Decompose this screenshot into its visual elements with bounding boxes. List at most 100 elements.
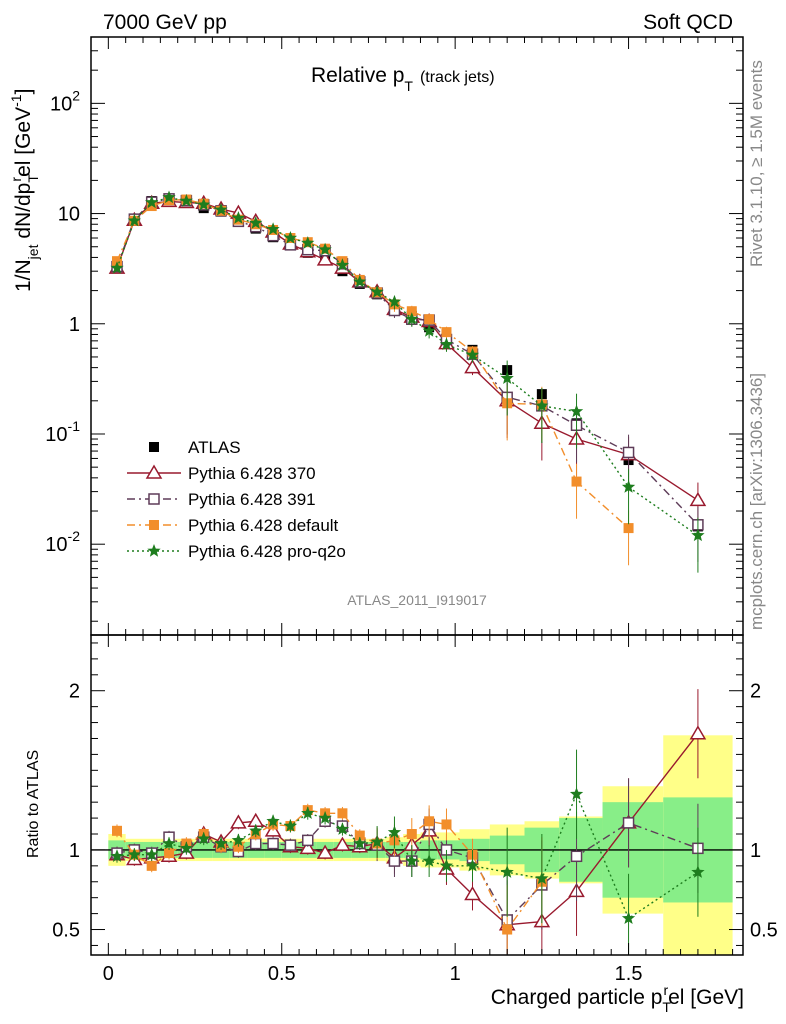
- ratio-point: [570, 850, 583, 863]
- legend-marker: [149, 520, 159, 530]
- data-point: [145, 195, 159, 209]
- ylabel-part-b: dN/dp: [12, 183, 35, 245]
- category-label: Soft QCD: [643, 11, 733, 34]
- ratio-point: [302, 834, 314, 847]
- legend-entry: Pythia 6.428 370: [127, 464, 316, 483]
- data-point: [231, 211, 246, 224]
- ratio-point: [441, 819, 452, 830]
- ratio-point: [318, 811, 332, 824]
- rivet-label: Rivet 3.1.10, ≥ 1.5M events: [747, 60, 766, 267]
- main-panel-series: [108, 190, 707, 573]
- xlabel-sub-t: T: [662, 999, 671, 1015]
- ratio-panel-ticks: 0.5 0.5 1 1 2 2 0 0.5 1 1.5: [52, 635, 778, 985]
- data-point: [318, 242, 332, 256]
- ratio-point: [230, 814, 247, 829]
- ratio-point: [622, 817, 635, 829]
- data-point: [424, 314, 435, 325]
- ratio-point: [569, 787, 584, 800]
- main-panel-ticks: 10-2 10-1 1 10 102: [45, 36, 743, 635]
- ratio-point: [535, 871, 549, 885]
- xlabel-sup-r: r: [663, 982, 668, 998]
- main-title-note: (track jets): [420, 69, 495, 86]
- data-point: [249, 216, 263, 229]
- ratio-series-pythia-6-428-pro-q2o: [110, 749, 705, 954]
- ratio-point: [691, 865, 705, 878]
- x-tick-label: 0.5: [268, 963, 296, 985]
- data-point: [623, 523, 634, 534]
- ratio-panel-frame: [90, 634, 744, 956]
- data-point: [571, 476, 582, 487]
- series-line: [116, 196, 699, 537]
- y-tick-label: 10-2: [45, 528, 80, 556]
- data-point: [387, 294, 402, 308]
- legend-marker: [148, 493, 160, 505]
- ratio-point: [424, 816, 435, 827]
- x-axis-label: Charged particle pTrel [GeV]: [491, 982, 744, 1015]
- legend-entry: Pythia 6.428 default: [127, 516, 339, 535]
- ratio-point: [335, 822, 350, 835]
- ratio-point: [422, 854, 436, 867]
- ratio-y-tick-label-right: 2: [750, 681, 761, 703]
- analysis-watermark: ATLAS_2011_I919017: [347, 592, 487, 608]
- data-point: [162, 190, 176, 204]
- data-point: [370, 285, 384, 298]
- ratio-point: [439, 858, 454, 872]
- ratio-point: [299, 839, 317, 855]
- ylabel-part-a: 1/N: [12, 259, 35, 292]
- ratio-point: [284, 839, 297, 851]
- legend: ATLAS Pythia 6.428 370 Pythia 6.428 391 Pyt…: [127, 438, 346, 561]
- data-point: [283, 231, 298, 244]
- ylabel-sup-r: r: [8, 177, 24, 182]
- legend-marker: [147, 544, 161, 557]
- xlabel-part-b: el [GeV]: [668, 986, 744, 1009]
- ratio-point: [334, 836, 351, 851]
- ratio-point: [689, 725, 707, 740]
- ratio-point: [337, 808, 348, 819]
- legend-entry: Pythia 6.428 391: [127, 490, 316, 509]
- x-tick-label: 1: [450, 963, 461, 985]
- data-point: [439, 337, 454, 351]
- ratio-point: [267, 837, 279, 850]
- data-point: [214, 202, 228, 216]
- ratio-point: [464, 886, 481, 901]
- data-point: [441, 327, 452, 338]
- legend-marker: [145, 464, 163, 479]
- legend-label: Pythia 6.428 default: [188, 516, 339, 535]
- ratio-point: [405, 854, 419, 867]
- data-point: [621, 480, 636, 493]
- data-point: [316, 251, 334, 266]
- ratio-point: [387, 825, 402, 839]
- ratio-series-line: [116, 820, 699, 922]
- ratio-y-tick-label-right: 1: [750, 840, 761, 862]
- ratio-point: [164, 848, 175, 859]
- y-tick-label: 102: [50, 87, 80, 115]
- x-tick-label: 1.5: [615, 963, 643, 985]
- ratio-point: [388, 855, 401, 867]
- ratio-point: [162, 836, 176, 850]
- ratio-y-tick-label: 0.5: [52, 920, 80, 942]
- data-point: [569, 404, 584, 418]
- ratio-panel-series: [108, 689, 707, 954]
- data-point: [465, 348, 480, 361]
- energy-label: 7000 GeV pp: [103, 11, 227, 34]
- ylabel-sub-jet: jet: [25, 244, 41, 260]
- ratio-point: [465, 858, 480, 872]
- ratio-point: [354, 830, 365, 841]
- ratio-point: [266, 814, 280, 827]
- series-pythia-6-428-default: [112, 194, 634, 566]
- data-point: [622, 446, 635, 459]
- main-y-axis-label: 1/Njet dN/dpTrel [GeV-1]: [8, 89, 41, 292]
- data-point: [179, 194, 193, 207]
- ratio-point: [283, 819, 298, 832]
- y-tick-label: 1: [69, 314, 80, 336]
- data-point: [335, 258, 350, 271]
- data-point: [535, 398, 549, 412]
- ratio-point: [370, 835, 384, 848]
- ratio-point: [145, 847, 159, 861]
- ratio-y-tick-label-right: 0.5: [750, 920, 778, 942]
- data-point: [405, 312, 419, 325]
- ylabel-sup-minus1: -1: [8, 94, 24, 107]
- main-title: Relative pT (track jets): [311, 64, 495, 94]
- data-point: [691, 528, 705, 542]
